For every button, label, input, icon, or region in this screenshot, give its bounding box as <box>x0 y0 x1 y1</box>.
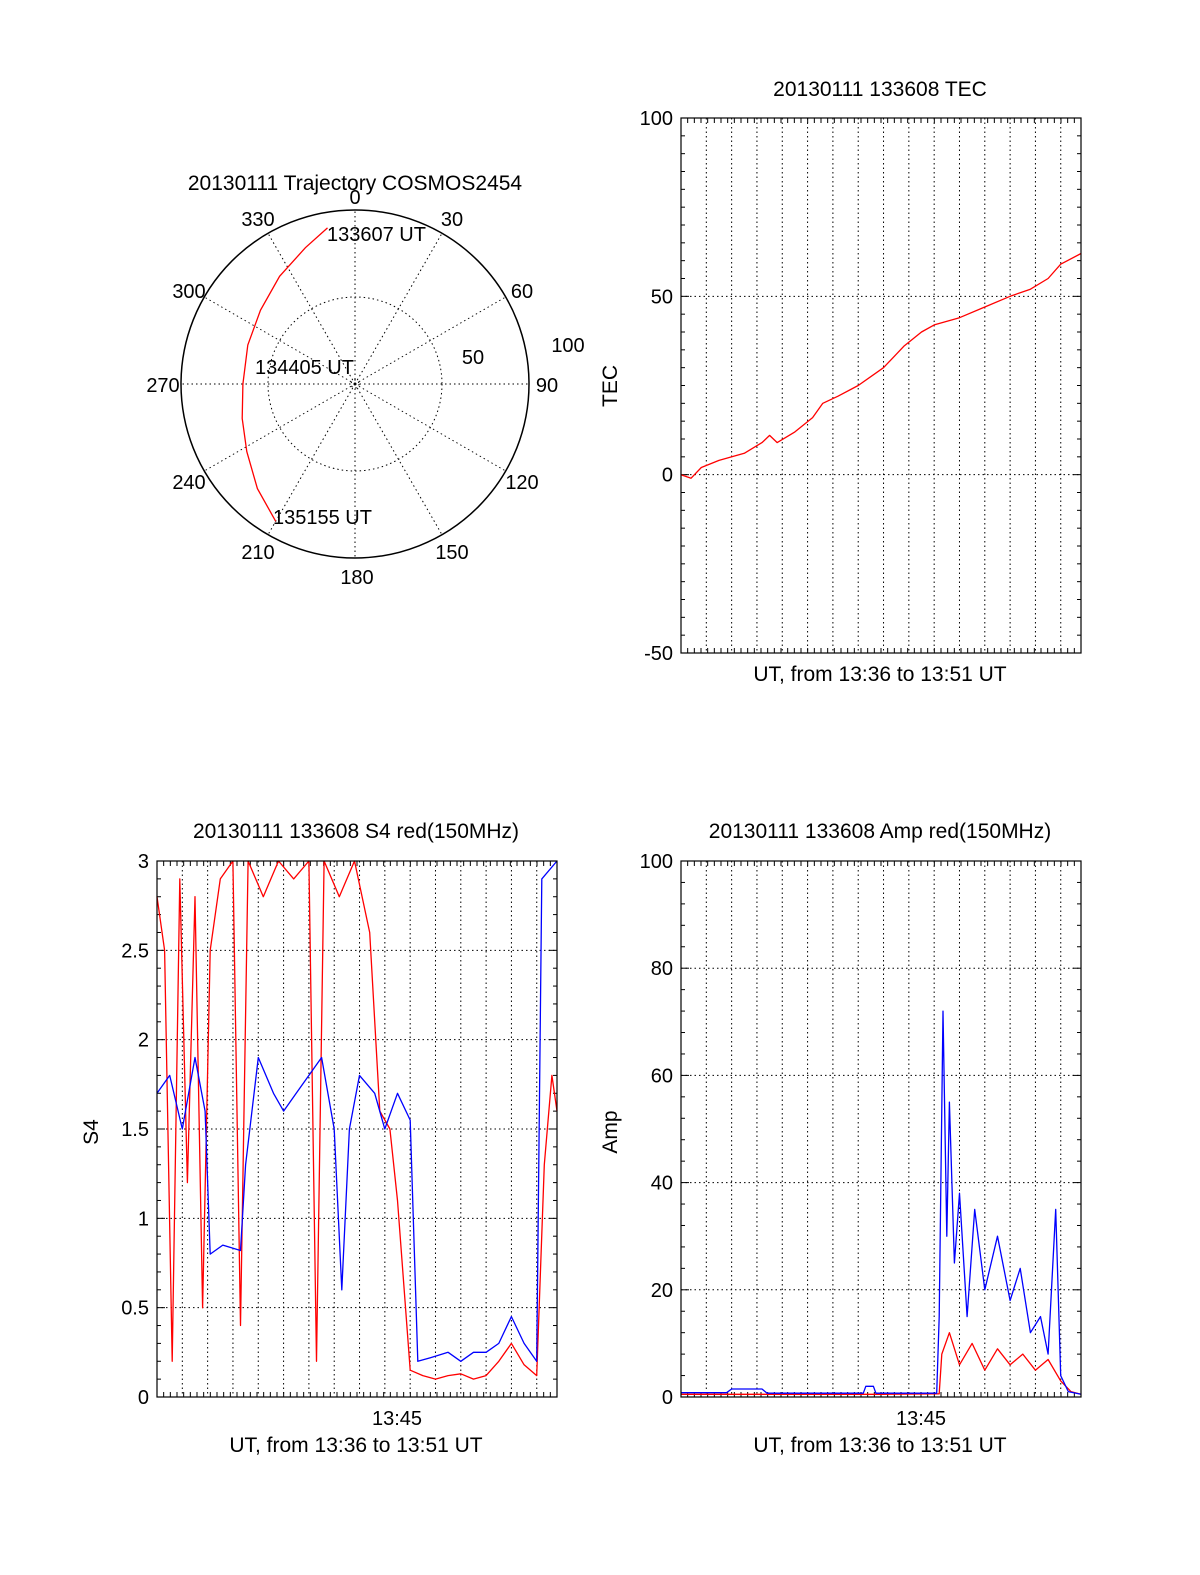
polar-outer-circle <box>180 209 530 559</box>
amp-panel: 20130111 133608 Amp red(150MHz) 0 20 40 60 8… <box>599 820 1082 1457</box>
az-label: 270 <box>146 375 179 397</box>
s4-title: 20130111 133608 S4 red(150MHz) <box>193 820 519 843</box>
ring-label-50: 50 <box>462 347 484 369</box>
polar-azimuth-labels: 0 30 60 90 120 150 180 210 240 270 300 3… <box>146 187 558 589</box>
az-label: 210 <box>241 542 274 564</box>
az-label: 150 <box>435 542 468 564</box>
s4-y-label: S4 <box>80 1119 103 1145</box>
tec-x-label: UT, from 13:36 to 13:51 UT <box>753 663 1006 686</box>
annotation-mid-time: 134405 UT <box>255 357 354 379</box>
polar-spoke <box>204 296 356 385</box>
s4-y-tick-label: 1.5 <box>121 1119 149 1141</box>
tec-red-line <box>680 252 1082 479</box>
tec-y-label: TEC <box>599 365 622 407</box>
amp-y-tick-label: 100 <box>640 851 673 873</box>
az-label: 330 <box>241 209 274 231</box>
polar-grid <box>181 210 529 558</box>
s4-y-tick-label: 3 <box>138 851 149 873</box>
polar-center-ring <box>350 379 360 389</box>
amp-y-tick-label: 60 <box>651 1065 673 1087</box>
annotation-start-time: 133607 UT <box>327 224 426 246</box>
tec-y-tick-label: 0 <box>662 465 673 487</box>
s4-grid <box>156 860 558 1398</box>
s4-y-tick-label: 0 <box>138 1387 149 1409</box>
amp-x-tick-label: 13:45 <box>896 1408 946 1430</box>
polar-spoke <box>267 233 356 385</box>
tec-panel: 20130111 133608 TEC -50 0 50 100 TEC UT, fr… <box>599 78 1082 686</box>
amp-y-label: Amp <box>599 1110 622 1153</box>
az-label: 60 <box>511 281 533 303</box>
tec-grid <box>680 117 1082 654</box>
tec-y-tick-label: 50 <box>651 286 673 308</box>
az-label: 90 <box>536 375 558 397</box>
polar-spoke <box>204 383 356 472</box>
tec-series <box>680 252 1082 479</box>
s4-red-line <box>156 860 558 1380</box>
amp-plot-frame <box>680 860 1082 1398</box>
az-label: 180 <box>340 567 373 589</box>
s4-y-tick-label: 2.5 <box>121 940 149 962</box>
amp-x-label: UT, from 13:36 to 13:51 UT <box>753 1434 1006 1457</box>
tec-y-tick-label: 100 <box>640 108 673 130</box>
s4-y-tick-labels: 0 0.5 1 1.5 2 2.5 3 <box>121 851 149 1409</box>
amp-y-tick-label: 0 <box>662 1387 673 1409</box>
tec-plot-frame <box>680 117 1082 654</box>
polar-spoke <box>354 383 443 535</box>
az-label: 120 <box>505 472 538 494</box>
polar-spoke <box>354 296 506 385</box>
tec-title: 20130111 133608 TEC <box>773 78 987 101</box>
amp-series <box>681 1010 1082 1395</box>
az-label: 30 <box>441 209 463 231</box>
polar-panel: 20130111 Trajectory COSMOS2454 0 30 60 9… <box>146 172 584 589</box>
tec-y-tick-labels: -50 0 50 100 <box>640 108 673 665</box>
amp-blue-line <box>681 1010 1082 1395</box>
s4-x-label: UT, from 13:36 to 13:51 UT <box>229 1434 482 1457</box>
amp-y-tick-label: 80 <box>651 958 673 980</box>
polar-title: 20130111 Trajectory COSMOS2454 <box>188 172 523 195</box>
ring-label-100: 100 <box>551 335 584 357</box>
s4-y-tick-label: 2 <box>138 1030 149 1052</box>
az-label: 240 <box>172 472 205 494</box>
s4-panel: 20130111 133608 S4 red(150MHz) 0 0.5 1 1.5 2… <box>80 820 558 1457</box>
s4-series <box>156 860 558 1380</box>
amp-y-tick-labels: 0 20 40 60 80 100 <box>640 851 673 1409</box>
s4-y-tick-label: 0.5 <box>121 1298 149 1320</box>
amp-grid <box>680 860 1082 1398</box>
polar-spoke <box>354 233 443 385</box>
s4-plot-frame <box>156 860 558 1398</box>
polar-trajectory-series <box>241 227 328 522</box>
trajectory-line <box>241 227 328 522</box>
s4-y-tick-label: 1 <box>138 1208 149 1230</box>
annotation-end-time: 135155 UT <box>273 507 372 529</box>
amp-title: 20130111 133608 Amp red(150MHz) <box>709 820 1051 843</box>
amp-red-line <box>681 1332 1082 1395</box>
tec-y-tick-label: -50 <box>644 643 673 665</box>
amp-y-tick-label: 40 <box>651 1173 673 1195</box>
s4-blue-line <box>156 860 558 1362</box>
polar-spoke <box>267 383 356 535</box>
s4-x-tick-label: 13:45 <box>372 1408 422 1430</box>
az-label: 300 <box>172 281 205 303</box>
az-label: 0 <box>349 187 360 209</box>
polar-spoke <box>354 383 506 472</box>
amp-y-tick-label: 20 <box>651 1280 673 1302</box>
